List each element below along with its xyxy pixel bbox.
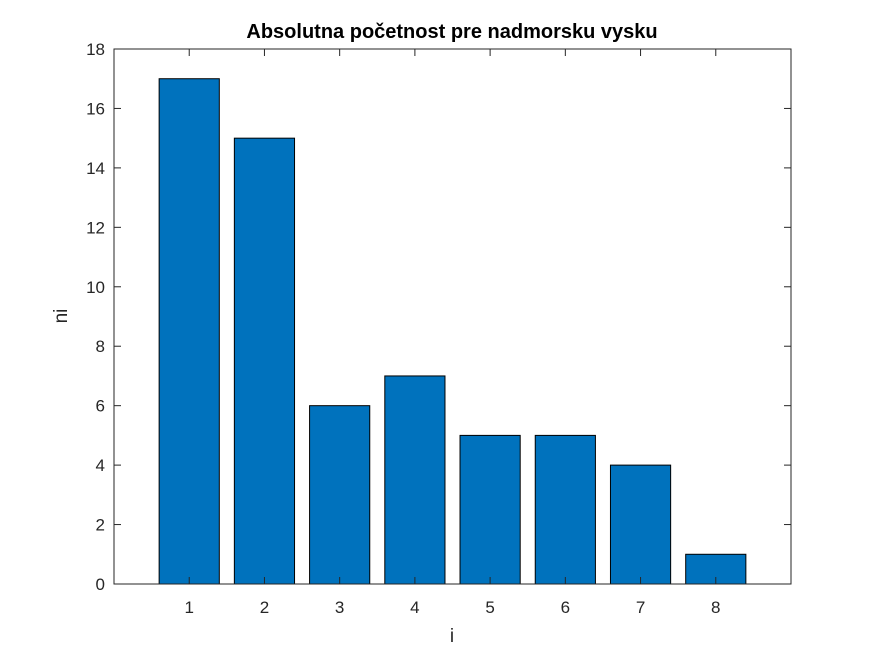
x-tick-label: 1 [184,598,193,617]
x-axis-label: i [450,626,454,647]
y-tick-label: 6 [96,397,105,416]
bar-4 [384,375,446,585]
y-tick-label: 10 [86,278,105,297]
plot-area-frame [113,48,792,585]
y-tick-label: 4 [96,456,105,475]
bar-7 [609,464,672,585]
bar-3 [309,405,371,585]
y-tick-label: 2 [96,516,105,535]
bar-6 [534,434,596,585]
bar-2 [233,137,296,585]
y-tick-label: 0 [96,575,105,594]
y-tick-label: 12 [86,218,105,237]
y-tick-label: 18 [86,40,105,59]
bar-1 [158,78,220,585]
y-axis-label: ni [51,309,72,324]
chart-title: Absolutna početnost pre nadmorsku vysku [246,21,657,43]
x-tick-label: 4 [410,598,419,617]
x-tick-label: 5 [485,598,494,617]
y-tick-label: 16 [86,99,105,118]
x-tick-label: 2 [260,598,269,617]
x-tick-label: 3 [335,598,344,617]
x-tick-label: 6 [561,598,570,617]
y-tick-label: 8 [96,337,105,356]
plot-area-background [114,49,791,584]
bars-layer [158,78,747,585]
y-tick-label: 14 [86,159,105,178]
x-tick-label: 8 [711,598,720,617]
bar-5 [459,434,521,585]
x-tick-label: 7 [636,598,645,617]
